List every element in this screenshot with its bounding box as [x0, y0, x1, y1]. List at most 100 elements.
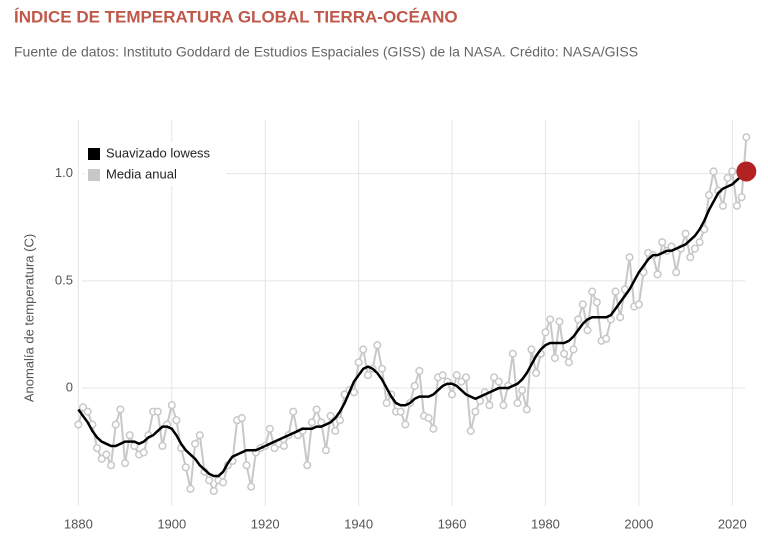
data-point	[732, 201, 742, 210]
legend-swatch	[88, 148, 100, 160]
data-point	[92, 444, 102, 453]
data-point	[541, 328, 550, 337]
legend-swatch	[88, 169, 100, 181]
data-point	[219, 478, 228, 487]
x-tick-label: 2000	[624, 516, 653, 531]
data-point	[728, 167, 737, 176]
data-point	[74, 420, 83, 429]
x-tick-label: 1960	[438, 516, 467, 531]
data-point	[672, 268, 681, 277]
data-point	[186, 484, 195, 493]
data-point	[718, 201, 728, 210]
x-tick-label: 1880	[64, 516, 93, 531]
data-point	[634, 300, 643, 309]
data-point	[167, 401, 176, 410]
legend-label: Media anual	[106, 166, 177, 181]
x-tick-label: 1920	[251, 516, 280, 531]
data-point	[508, 349, 517, 358]
data-point	[209, 486, 218, 496]
data-point	[555, 317, 564, 326]
data-point	[578, 300, 587, 309]
data-point	[331, 426, 340, 435]
data-point	[522, 405, 531, 414]
data-point	[289, 407, 298, 416]
legend-label: Suavizado lowess	[106, 145, 211, 160]
data-point	[139, 448, 148, 457]
chart-subtitle: Fuente de datos: Instituto Goddard de Es…	[14, 44, 638, 60]
data-point	[653, 270, 662, 279]
data-point	[546, 315, 555, 324]
x-tick-label: 1900	[157, 516, 186, 531]
data-point	[447, 390, 457, 399]
data-point	[564, 358, 573, 367]
x-tick-label: 1980	[531, 516, 560, 531]
data-point	[550, 353, 559, 363]
data-point	[354, 358, 363, 367]
series-line	[77, 170, 748, 478]
data-point	[424, 414, 433, 423]
data-point	[191, 439, 200, 448]
data-point	[396, 407, 405, 416]
data-point	[429, 424, 438, 433]
legend-box	[84, 142, 226, 186]
highlight-point	[736, 161, 757, 182]
data-point	[242, 461, 251, 470]
data-point	[158, 441, 167, 451]
data-point	[181, 463, 190, 472]
data-point	[382, 399, 391, 408]
data-point	[462, 373, 471, 382]
data-point	[415, 366, 424, 375]
y-axis-label: Anomalía de temperatura (C)	[21, 234, 36, 402]
data-point	[279, 441, 288, 451]
data-point	[592, 298, 601, 307]
data-point	[125, 431, 134, 440]
data-point	[303, 461, 312, 470]
data-point	[690, 244, 699, 253]
data-point	[265, 424, 274, 433]
data-point	[335, 416, 344, 425]
data-point	[205, 476, 214, 485]
y-tick-label: 0	[66, 379, 73, 394]
data-point	[102, 450, 111, 459]
data-point	[527, 345, 536, 354]
data-point	[349, 388, 358, 397]
data-point	[247, 482, 256, 491]
data-point	[513, 399, 522, 408]
data-point	[518, 386, 527, 395]
data-point	[616, 313, 625, 322]
data-point	[602, 334, 611, 343]
data-point	[326, 411, 335, 420]
data-point	[466, 426, 475, 435]
data-point	[742, 133, 751, 142]
data-point	[377, 364, 387, 373]
x-tick-label: 2020	[718, 516, 747, 531]
y-tick-label: 1.0	[55, 165, 73, 180]
data-point	[737, 193, 746, 202]
data-point	[485, 401, 494, 410]
data-point	[574, 315, 583, 324]
data-point	[83, 407, 92, 416]
data-point	[359, 345, 368, 354]
data-point	[569, 345, 578, 354]
data-point	[625, 253, 634, 262]
data-point	[560, 349, 569, 358]
data-point	[704, 191, 713, 200]
data-point	[312, 405, 321, 414]
data-point	[307, 418, 316, 427]
data-point	[172, 416, 181, 425]
data-point	[237, 414, 246, 423]
data-point	[321, 446, 330, 455]
data-point	[116, 405, 125, 414]
data-point	[681, 229, 690, 238]
data-point	[363, 371, 373, 380]
data-point	[452, 371, 461, 380]
data-point	[695, 238, 704, 247]
data-point	[107, 461, 116, 470]
data-point	[471, 407, 480, 416]
data-point	[494, 377, 503, 386]
chart-title: ÍNDICE DE TEMPERATURA GLOBAL TIERRA-OCÉA…	[14, 7, 458, 26]
data-point	[611, 287, 620, 296]
data-point	[401, 420, 410, 429]
